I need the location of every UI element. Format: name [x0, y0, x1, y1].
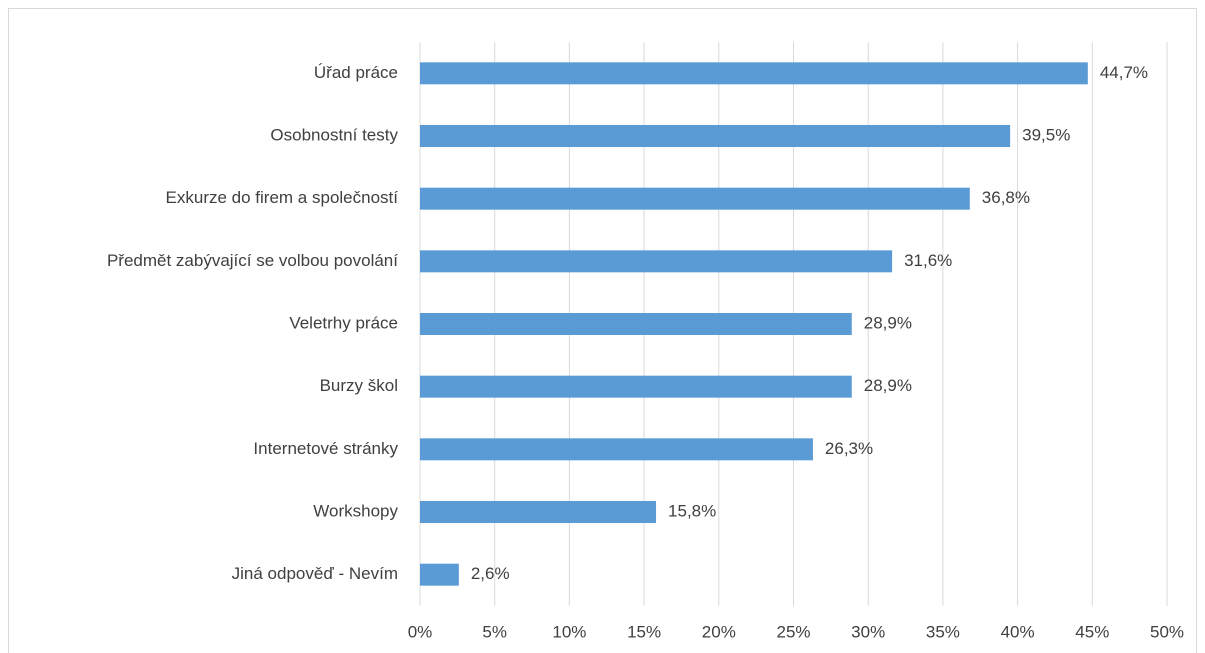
y-tick-label: Úřad práce: [314, 63, 398, 82]
x-tick-label: 40%: [1001, 622, 1035, 641]
bar: [420, 62, 1088, 85]
x-tick-label: 15%: [627, 622, 661, 641]
x-tick-label: 45%: [1075, 622, 1109, 641]
y-tick-label: Internetové stránky: [253, 439, 398, 458]
data-label: 36,8%: [982, 188, 1030, 207]
x-tick-label: 0%: [408, 622, 433, 641]
bar: [420, 313, 852, 335]
bar: [420, 250, 893, 273]
y-tick-label: Předmět zabývající se volbou povolání: [107, 251, 398, 270]
y-tick-label: Workshopy: [313, 501, 398, 520]
y-tick-label: Osobnostní testy: [270, 125, 398, 144]
bar: [420, 563, 459, 586]
bar: [420, 375, 852, 398]
data-label: 15,8%: [668, 501, 716, 520]
x-tick-label: 10%: [552, 622, 586, 641]
x-tick-label: 20%: [702, 622, 736, 641]
bar: [420, 501, 657, 523]
y-tick-label: Veletrhy práce: [289, 313, 398, 332]
data-label: 39,5%: [1022, 125, 1070, 144]
data-label: 28,9%: [864, 313, 912, 332]
bar: [420, 438, 813, 461]
data-label: 2,6%: [471, 564, 510, 583]
x-tick-label: 5%: [482, 622, 507, 641]
y-tick-label: Jiná odpověď - Nevím: [232, 564, 398, 583]
x-tick-label: 25%: [776, 622, 810, 641]
data-label: 26,3%: [825, 439, 873, 458]
chart-border: [8, 8, 1197, 653]
bar: [420, 187, 970, 210]
y-tick-label: Exkurze do firem a společností: [166, 188, 399, 207]
x-tick-label: 50%: [1150, 622, 1184, 641]
x-tick-label: 35%: [926, 622, 960, 641]
x-tick-label: 30%: [851, 622, 885, 641]
data-label: 44,7%: [1100, 63, 1148, 82]
data-label: 28,9%: [864, 376, 912, 395]
y-tick-label: Burzy škol: [320, 376, 398, 395]
data-label: 31,6%: [904, 251, 952, 270]
bar: [420, 125, 1011, 147]
